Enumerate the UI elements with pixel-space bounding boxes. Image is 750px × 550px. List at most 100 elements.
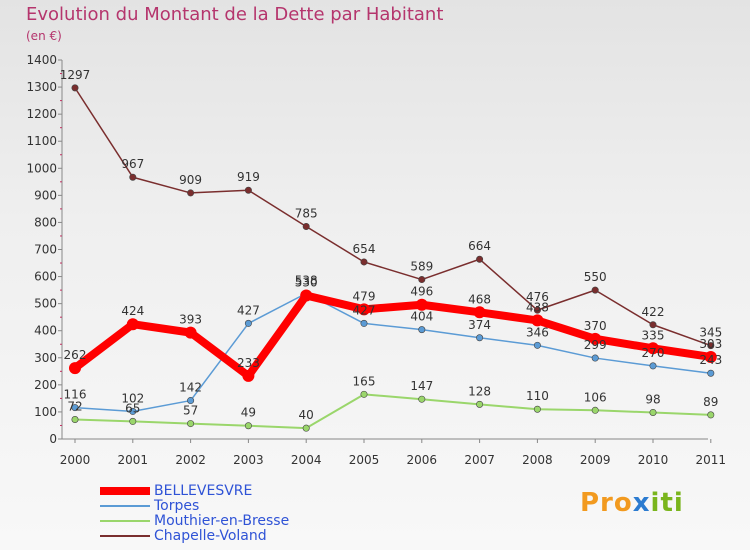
data-point	[591, 406, 599, 414]
x-tick-label: 2007	[464, 453, 495, 467]
data-point	[187, 189, 195, 197]
data-label: 142	[179, 381, 202, 395]
legend-item: Torpes	[100, 498, 340, 514]
data-label: 106	[584, 390, 607, 404]
data-point	[649, 362, 657, 370]
data-point	[415, 298, 428, 311]
data-label: 102	[121, 391, 144, 405]
x-tick-label: 2006	[407, 453, 438, 467]
x-tick-label: 2005	[349, 453, 380, 467]
chart-title: Evolution du Montant de la Dette par Hab…	[26, 4, 444, 25]
data-label: 299	[584, 338, 607, 352]
data-label: 374	[468, 318, 491, 332]
data-label: 165	[353, 374, 376, 388]
data-label: 270	[642, 346, 665, 360]
data-point	[69, 362, 81, 375]
data-point	[649, 321, 657, 329]
data-label: 785	[295, 206, 318, 220]
data-point	[242, 369, 255, 382]
legend-label: BELLEVESVRE	[154, 483, 253, 499]
data-label: 57	[183, 404, 198, 418]
data-label: 40	[299, 408, 314, 422]
proxiti-logo: Proxiti	[580, 488, 684, 518]
data-label: 919	[237, 170, 260, 184]
y-tick-label: 100	[34, 405, 57, 419]
data-label: 72	[67, 400, 82, 414]
data-point	[647, 342, 659, 355]
data-point	[358, 303, 370, 316]
data-label: 262	[64, 348, 87, 362]
y-tick-label: 500	[34, 297, 57, 311]
data-label: 404	[410, 310, 433, 324]
legend-item: BELLEVESVRE	[100, 483, 340, 499]
data-point	[476, 400, 484, 408]
data-point	[589, 332, 602, 345]
data-label: 89	[703, 395, 718, 409]
x-tick-label: 2003	[233, 453, 264, 467]
chart-legend: BELLEVESVRE Torpes Mouthier-en-Bresse Chape…	[100, 483, 340, 544]
x-tick-label: 2011	[696, 453, 727, 467]
y-tick-label: 1200	[26, 107, 57, 121]
data-point	[129, 173, 137, 181]
data-point	[302, 424, 310, 432]
x-tick-label: 2001	[118, 453, 149, 467]
y-tick-label: 1400	[26, 53, 57, 67]
x-tick-label: 2009	[580, 453, 611, 467]
data-point	[187, 397, 195, 405]
data-label: 110	[526, 389, 549, 403]
data-point	[244, 422, 252, 430]
data-point	[71, 404, 79, 412]
data-point	[418, 276, 426, 284]
data-label: 468	[468, 292, 491, 306]
data-point	[302, 222, 310, 230]
data-label: 49	[241, 406, 256, 420]
data-label: 98	[645, 392, 660, 406]
legend-item: Chapelle-Voland	[100, 528, 340, 544]
y-tick-label: 600	[34, 270, 57, 284]
y-tick-label: 1100	[26, 134, 57, 148]
data-label: 664	[468, 239, 491, 253]
y-tick-label: 800	[34, 215, 57, 229]
data-label: 116	[64, 388, 87, 402]
data-label: 233	[237, 356, 260, 370]
x-tick-label: 2008	[522, 453, 553, 467]
data-label: 496	[410, 285, 433, 299]
data-point	[360, 319, 368, 327]
data-label: 427	[353, 303, 376, 317]
data-point	[187, 420, 195, 428]
data-point	[533, 306, 541, 314]
legend-swatch	[100, 487, 150, 495]
data-point	[244, 319, 252, 327]
data-label: 427	[237, 303, 260, 317]
data-label: 335	[642, 328, 665, 342]
data-label: 909	[179, 173, 202, 187]
y-tick-label: 1000	[26, 161, 57, 175]
data-point	[418, 326, 426, 334]
x-tick-label: 2010	[638, 453, 669, 467]
y-tick-label: 700	[34, 243, 57, 257]
data-point	[126, 318, 139, 331]
legend-item: Mouthier-en-Bresse	[100, 513, 340, 529]
data-point	[476, 334, 484, 342]
data-label: 370	[584, 319, 607, 333]
data-label: 346	[526, 325, 549, 339]
data-point	[184, 326, 197, 339]
data-point	[533, 341, 541, 349]
data-label: 65	[125, 401, 140, 415]
data-point	[71, 416, 79, 424]
legend-swatch	[100, 505, 150, 507]
data-label: 1297	[60, 68, 91, 82]
legend-label: Torpes	[154, 498, 200, 514]
y-tick-label: 0	[49, 432, 57, 446]
legend-swatch	[100, 520, 150, 522]
data-point	[129, 417, 137, 425]
data-label: 550	[584, 270, 607, 284]
series-line-2	[74, 393, 712, 430]
data-label: 967	[121, 157, 144, 171]
series-line-3	[74, 87, 712, 347]
data-label: 476	[526, 290, 549, 304]
y-tick-label: 400	[34, 324, 57, 338]
y-tick-label: 200	[34, 378, 57, 392]
data-label: 303	[699, 337, 722, 351]
